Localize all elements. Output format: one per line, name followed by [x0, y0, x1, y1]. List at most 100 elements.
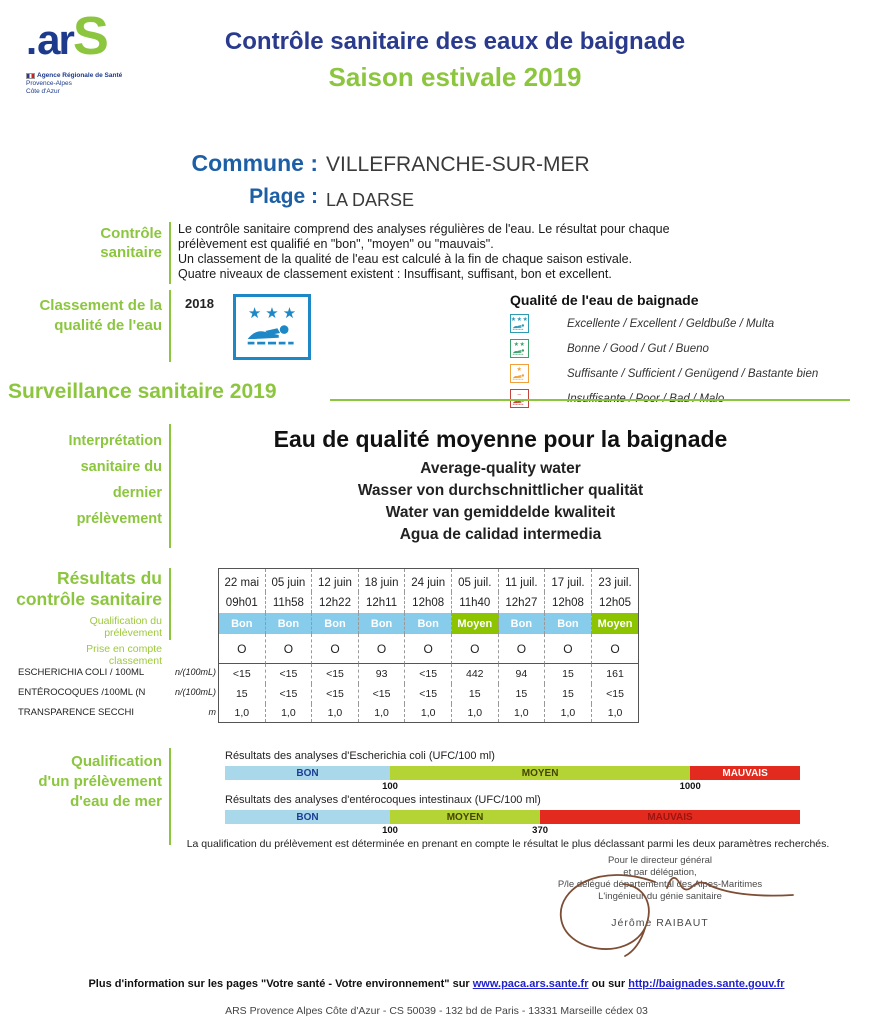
ecoli-value-cell: 94 [499, 664, 546, 684]
parameter-row-label: ESCHERICHIA COLI / 100ML n/(100mL) [18, 662, 216, 682]
sample-time-cell: 12h08 [405, 592, 452, 613]
ecoli-value-cell: 15 [545, 664, 592, 684]
scale-bar-caption: Résultats des analyses d'Escherichia col… [225, 750, 495, 762]
qualification-row-label: Qualification du prélèvement [89, 615, 162, 639]
scale-tick: 370 [532, 825, 549, 836]
enterocoque-value-cell: 15 [452, 684, 499, 704]
classement-cell: O [219, 634, 266, 664]
legend-item: – Insuffisante / Poor / Bad / Malo [510, 386, 870, 411]
legend-item: ★★★ Excellente / Excellent / Geldbuße / M… [510, 311, 870, 336]
classement-cell: O [545, 634, 592, 664]
parameter-name: ESCHERICHIA COLI / 100ML [18, 666, 145, 678]
plage-value: LA DARSE [326, 190, 415, 210]
scale-bar: BON MOYEN MAUVAIS [225, 810, 800, 824]
parameter-name: ENTÉROCOQUES /100ML (N [18, 686, 146, 698]
secchi-value-cell: 1,0 [359, 704, 406, 722]
parameter-unit: n/(100mL) [174, 687, 216, 697]
swimmer-icon [512, 373, 525, 380]
enterocoque-value-cell: <15 [312, 684, 359, 704]
legend-item-label: Insuffisante / Poor / Bad / Malo [567, 393, 724, 405]
qualification-cell: Bon [498, 613, 546, 634]
france-flag-icon [26, 72, 35, 79]
footer-link-ars[interactable]: www.paca.ars.sante.fr [472, 978, 589, 990]
sample-date-cell: 12 juin [312, 569, 359, 592]
footer-info: Plus d'information sur les pages "Votre … [88, 978, 785, 990]
legend-stars: ★★★ [510, 316, 529, 323]
sample-date-cell: 24 juin [405, 569, 452, 592]
legend-item-label: Excellente / Excellent / Geldbuße / Mult… [567, 317, 775, 330]
signatory-name: Jérôme RAIBAUT [611, 917, 709, 929]
ecoli-value-cell: <15 [312, 664, 359, 684]
legend-stars: – [517, 391, 522, 398]
legend-item-label: Bonne / Good / Gut / Bueno [567, 342, 709, 355]
scale-segment-bon: BON [225, 810, 391, 824]
scale-ticks: 100 1000 [225, 780, 800, 793]
prise-en-compte-row-label: Prise en compte classement [86, 643, 162, 667]
parameter-row-label: ENTÉROCOQUES /100ML (N n/(100mL) [18, 682, 216, 702]
section-divider [169, 748, 171, 845]
controle-sanitaire-text: Le contrôle sanitaire comprend des analy… [178, 222, 670, 281]
classement-cell: O [265, 634, 313, 664]
sample-time-cell: 12h08 [545, 592, 592, 613]
section-divider [169, 424, 171, 548]
quality-level-icon: ★ [510, 364, 529, 383]
secchi-value-cell: 1,0 [405, 704, 452, 722]
secchi-value-cell: 1,0 [266, 704, 313, 722]
swimmer-icon [512, 348, 525, 355]
quality-level-icon: ★★★ [510, 314, 529, 333]
sample-date-cell: 22 mai [219, 569, 266, 592]
interpretation-result: Eau de qualité moyenne pour la baignade … [178, 426, 823, 546]
qualification-cell: Bon [358, 613, 406, 634]
ecoli-value-cell: <15 [219, 664, 266, 684]
secchi-value-cell: 1,0 [312, 704, 359, 722]
legend-item-label: Suffisante / Sufficient / Genügend / Bas… [567, 367, 819, 380]
sample-date-cell: 05 juil. [452, 569, 499, 592]
qualification-cell: Moyen [591, 613, 639, 634]
scale-bars: Résultats des analyses d'Escherichia col… [225, 750, 800, 838]
commune-label: Commune : [191, 150, 319, 176]
surveillance-heading: Surveillance sanitaire 2019 [8, 380, 277, 403]
page-subtitle: Saison estivale 2019 [328, 62, 582, 92]
sample-date-cell: 05 juin [266, 569, 313, 592]
scale-segment-mauvais: MAUVAIS [540, 810, 800, 824]
qualification-scale-label: Qualification d'un prélèvement d'eau de … [38, 753, 162, 810]
legend-stars: ★ [516, 366, 523, 373]
legend-item: ★ Suffisante / Sufficient / Genügend / Ba… [510, 361, 870, 386]
footer-link-baignades[interactable]: http://baignades.sante.gouv.fr [628, 978, 785, 990]
classement-cell: O [451, 634, 499, 664]
scale-segment-moyen: MOYEN [390, 766, 691, 780]
logo-subtitle: Agence Régionale de Santé [26, 72, 146, 79]
classement-cell: O [591, 634, 639, 664]
quality-legend: Qualité de l'eau de baignade ★★★ Excellen… [510, 292, 870, 411]
legend-title: Qualité de l'eau de baignade [510, 292, 699, 308]
scale-bar-caption: Résultats des analyses d'entérocoques in… [225, 794, 541, 806]
footer-address: ARS Provence Alpes Côte d'Azur - CS 5003… [225, 1005, 648, 1017]
sample-time-cell: 12h05 [599, 596, 632, 609]
ars-logo: .arS Agence Régionale de Santé Provence-… [26, 6, 146, 95]
parameter-name: TRANSPARENCE SECCHI [18, 706, 134, 718]
interpretation-label: Interprétation sanitaire du dernier prél… [68, 433, 162, 527]
commune-value: VILLEFRANCHE-SUR-MER [326, 153, 590, 176]
swimmer-icon [512, 323, 525, 330]
classement-label: Classement de la qualité de l'eau [39, 297, 162, 334]
classement-cell: O [498, 634, 546, 664]
scale-tick: 1000 [679, 781, 701, 792]
classement-year: 2018 [185, 296, 214, 311]
sample-date-cell: 18 juin [359, 569, 406, 592]
results-label: Résultats du contrôle sanitaire [16, 568, 162, 609]
interpretation-headline: Eau de qualité moyenne pour la baignade [273, 426, 728, 452]
rating-stars: ★★★ [247, 305, 301, 322]
logo-region-line1: Provence-Alpes [26, 80, 72, 87]
swimmer-icon [247, 325, 294, 345]
ars-logo-wordmark: .arS [26, 6, 109, 66]
enterocoque-value-cell: <15 [405, 684, 452, 704]
logo-dot: . [26, 19, 38, 63]
scale-bar: BON MOYEN MAUVAIS [225, 766, 800, 780]
sample-time-cell: 11h58 [266, 592, 313, 613]
ecoli-value-cell: 93 [359, 664, 406, 684]
secchi-value-cell: 1,0 [452, 704, 499, 722]
legend-item: ★★ Bonne / Good / Gut / Bueno [510, 336, 870, 361]
surveillance-divider [330, 399, 850, 401]
enterocoque-value-cell: 15 [499, 684, 546, 704]
